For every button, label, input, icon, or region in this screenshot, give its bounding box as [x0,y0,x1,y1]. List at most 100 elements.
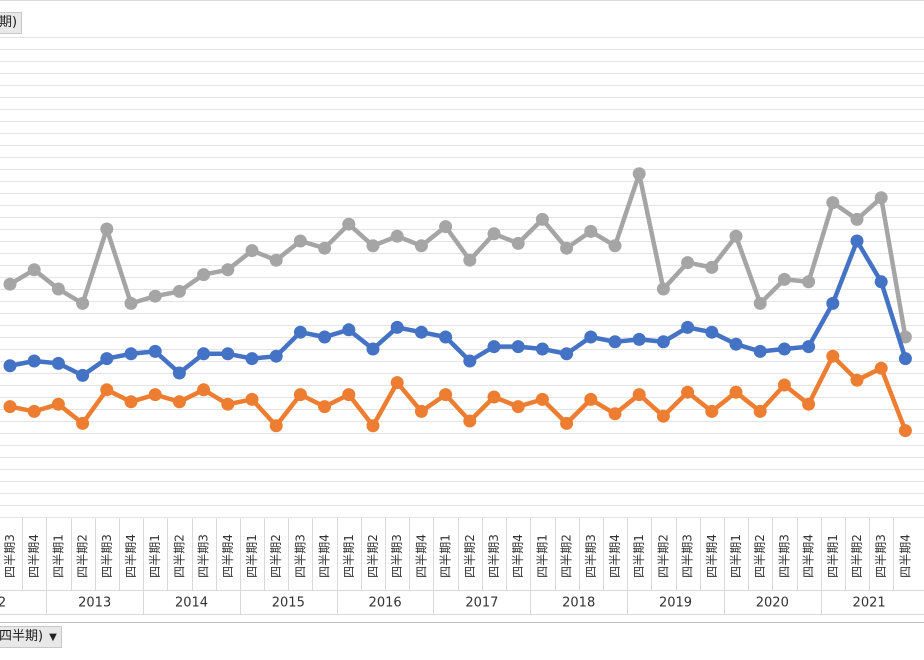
legend-field-label: 期) [0,15,18,30]
data-point [802,397,816,411]
quarter-tick-label: 四半期2 [560,534,574,578]
data-point [76,368,90,382]
year-label: 2018 [562,596,595,611]
data-point [414,325,428,339]
data-point [197,268,211,282]
data-point [753,296,767,310]
quarter-tick-label: 四半期2 [656,534,670,578]
quarter-tick-label: 四半期4 [802,534,816,578]
data-point [390,376,404,390]
data-point [51,282,65,296]
data-point [656,282,670,296]
data-point [100,222,114,236]
data-point [560,241,574,255]
data-point [729,337,743,351]
quarter-tick-label: 四半期4 [318,534,332,578]
quarter-tick-label: 四半期2 [76,534,90,578]
data-point [197,347,211,361]
data-point [439,220,453,234]
data-point [632,167,646,181]
dropdown-arrow-icon[interactable]: ▼ [49,632,57,643]
series-line-2 [7,238,908,378]
data-point [874,191,888,205]
axis-field-button[interactable]: 四半期) ▼ [0,626,62,648]
data-point [27,354,41,368]
data-point [729,385,743,399]
year-label: 2016 [369,596,402,611]
data-point [777,378,791,392]
legend-field-button[interactable]: 期) [0,12,23,34]
data-point [390,229,404,243]
quarter-tick-label: 四半期1 [826,534,840,578]
quarter-tick-label: 四半期4 [705,534,719,578]
quarter-tick-label: 四半期3 [390,534,404,578]
data-point [632,388,646,402]
data-point [705,260,719,274]
data-point [342,323,356,337]
data-point [632,332,646,346]
year-label: 2015 [272,596,305,611]
data-point [511,236,525,250]
data-point [463,414,477,428]
data-point [3,277,17,291]
data-point [197,383,211,397]
data-point [245,244,259,258]
data-point [269,349,283,363]
data-point [874,275,888,289]
data-point [124,296,138,310]
data-point [608,239,622,253]
quarter-tick-label: 四半期3 [100,534,114,578]
data-point [535,342,549,356]
quarter-tick-label: 四半期2 [269,534,283,578]
data-point [342,388,356,402]
data-point [729,229,743,243]
data-point [100,352,114,366]
year-label: 2013 [78,596,111,611]
quarter-tick-label: 四半期4 [898,534,912,578]
quarter-tick-label: 四半期1 [148,534,162,578]
year-label: 2020 [756,596,789,611]
data-point [608,335,622,349]
data-point [293,388,307,402]
quarter-tick-label: 四半期3 [487,534,501,578]
quarter-tick-label: 四半期2 [172,534,186,578]
data-point [826,296,840,310]
data-point [100,383,114,397]
data-point [366,342,380,356]
quarter-tick-label: 四半期2 [463,534,477,578]
data-point [269,253,283,267]
quarter-tick-label: 四半期3 [197,534,211,578]
quarter-tick-label: 四半期1 [245,534,259,578]
data-point [318,400,332,414]
data-point [487,227,501,241]
data-point [245,392,259,406]
data-point [560,347,574,361]
data-point [245,352,259,366]
data-point [414,239,428,253]
data-point [76,296,90,310]
data-point [463,354,477,368]
data-point [898,352,912,366]
quarter-tick-label: 四半期3 [293,534,307,578]
data-point [463,253,477,267]
data-point [584,330,598,344]
quarter-tick-label: 四半期3 [3,534,17,578]
data-point [753,344,767,358]
quarter-tick-label: 四半期4 [511,534,525,578]
quarter-tick-label: 四半期3 [874,534,888,578]
data-point [898,330,912,344]
quarter-tick-label: 四半期1 [535,534,549,578]
quarter-tick-label: 四半期2 [366,534,380,578]
data-point [584,224,598,238]
data-point [656,335,670,349]
data-point [148,344,162,358]
data-point [681,256,695,270]
data-point [318,241,332,255]
data-point [656,409,670,423]
year-label: 2019 [659,596,692,611]
quarter-tick-label: 四半期4 [124,534,138,578]
data-point [342,217,356,231]
quarter-tick-label: 四半期1 [632,534,646,578]
quarter-tick-label: 四半期4 [608,534,622,578]
